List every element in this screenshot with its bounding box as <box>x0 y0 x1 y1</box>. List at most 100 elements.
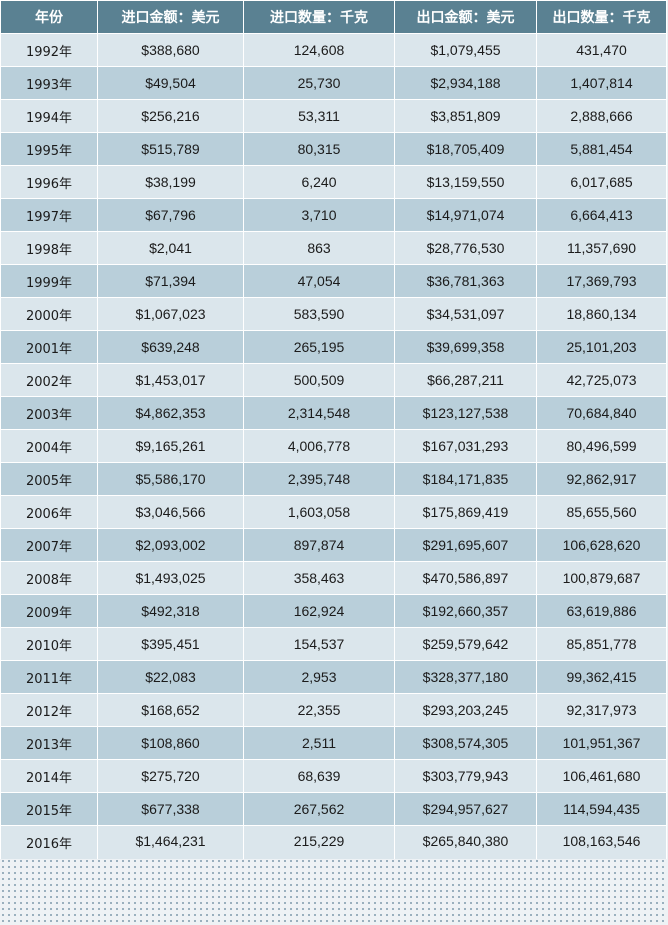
cell-export-value: $293,203,245 <box>394 693 537 727</box>
cell-export-quantity: 42,725,073 <box>536 363 667 397</box>
cell-year: 2003年 <box>0 396 98 430</box>
column-header-export-value: 出口金额：美元 <box>394 0 537 34</box>
cell-import-value: $1,493,025 <box>97 561 244 595</box>
cell-export-value: $66,287,211 <box>394 363 537 397</box>
cell-import-quantity: 2,395,748 <box>243 462 395 496</box>
cell-export-quantity: 101,951,367 <box>536 726 667 760</box>
cell-export-value: $175,869,419 <box>394 495 537 529</box>
cell-import-quantity: 68,639 <box>243 759 395 793</box>
column-header-import-value: 进口金额：美元 <box>97 0 244 34</box>
cell-export-quantity: 17,369,793 <box>536 264 667 298</box>
cell-export-value: $2,934,188 <box>394 66 537 100</box>
table-row: 2016年 $1,464,231 215,229 $265,840,380 108,16… <box>0 825 667 859</box>
cell-export-value: $28,776,530 <box>394 231 537 265</box>
cell-year: 2013年 <box>0 726 98 760</box>
cell-year: 1998年 <box>0 231 98 265</box>
cell-year: 1997年 <box>0 198 98 232</box>
cell-import-quantity: 2,953 <box>243 660 395 694</box>
table-row: 2005年 $5,586,170 2,395,748 $184,171,835 92,8… <box>0 462 667 496</box>
cell-import-quantity: 863 <box>243 231 395 265</box>
cell-year: 2010年 <box>0 627 98 661</box>
cell-year: 2012年 <box>0 693 98 727</box>
cell-import-value: $71,394 <box>97 264 244 298</box>
cell-export-quantity: 80,496,599 <box>536 429 667 463</box>
cell-export-quantity: 70,684,840 <box>536 396 667 430</box>
cell-export-value: $192,660,357 <box>394 594 537 628</box>
cell-import-value: $4,862,353 <box>97 396 244 430</box>
table-row: 1996年 $38,199 6,240 $13,159,550 6,017,685 <box>0 165 667 199</box>
cell-export-quantity: 108,163,546 <box>536 825 667 859</box>
table-row: 2007年 $2,093,002 897,874 $291,695,607 106,62… <box>0 528 667 562</box>
column-header-import-quantity: 进口数量：千克 <box>243 0 395 34</box>
cell-year: 2004年 <box>0 429 98 463</box>
table-row: 2002年 $1,453,017 500,509 $66,287,211 42,725,… <box>0 363 667 397</box>
cell-import-quantity: 4,006,778 <box>243 429 395 463</box>
cell-export-quantity: 6,017,685 <box>536 165 667 199</box>
cell-export-value: $265,840,380 <box>394 825 537 859</box>
cell-import-value: $275,720 <box>97 759 244 793</box>
cell-import-quantity: 500,509 <box>243 363 395 397</box>
cell-import-value: $395,451 <box>97 627 244 661</box>
cell-export-quantity: 6,664,413 <box>536 198 667 232</box>
cell-export-quantity: 85,655,560 <box>536 495 667 529</box>
cell-export-value: $470,586,897 <box>394 561 537 595</box>
table-row: 1993年 $49,504 25,730 $2,934,188 1,407,814 <box>0 66 667 100</box>
cell-import-value: $639,248 <box>97 330 244 364</box>
cell-export-quantity: 99,362,415 <box>536 660 667 694</box>
cell-export-quantity: 18,860,134 <box>536 297 667 331</box>
cell-import-value: $2,093,002 <box>97 528 244 562</box>
cell-import-quantity: 80,315 <box>243 132 395 166</box>
cell-year: 2009年 <box>0 594 98 628</box>
cell-export-value: $123,127,538 <box>394 396 537 430</box>
cell-export-value: $36,781,363 <box>394 264 537 298</box>
cell-import-quantity: 358,463 <box>243 561 395 595</box>
table-row: 2013年 $108,860 2,511 $308,574,305 101,951,36… <box>0 726 667 760</box>
cell-year: 2006年 <box>0 495 98 529</box>
cell-export-value: $1,079,455 <box>394 33 537 67</box>
cell-export-quantity: 100,879,687 <box>536 561 667 595</box>
header-row: 年份 进口金额：美元 进口数量：千克 出口金额：美元 出口数量：千克 <box>0 0 667 34</box>
cell-export-value: $184,171,835 <box>394 462 537 496</box>
cell-import-value: $1,067,023 <box>97 297 244 331</box>
cell-import-value: $677,338 <box>97 792 244 826</box>
cell-export-quantity: 106,461,680 <box>536 759 667 793</box>
cell-export-value: $303,779,943 <box>394 759 537 793</box>
cell-export-value: $14,971,074 <box>394 198 537 232</box>
cell-import-quantity: 154,537 <box>243 627 395 661</box>
cell-export-value: $294,957,627 <box>394 792 537 826</box>
cell-export-quantity: 63,619,886 <box>536 594 667 628</box>
cell-import-value: $5,586,170 <box>97 462 244 496</box>
cell-import-quantity: 2,511 <box>243 726 395 760</box>
table-row: 2015年 $677,338 267,562 $294,957,627 114,594,… <box>0 792 667 826</box>
table-row: 1995年 $515,789 80,315 $18,705,409 5,881,454 <box>0 132 667 166</box>
table-row: 2001年 $639,248 265,195 $39,699,358 25,101,20… <box>0 330 667 364</box>
cell-year: 2000年 <box>0 297 98 331</box>
cell-export-value: $3,851,809 <box>394 99 537 133</box>
cell-import-quantity: 583,590 <box>243 297 395 331</box>
cell-import-quantity: 2,314,548 <box>243 396 395 430</box>
table-row: 1992年 $388,680 124,608 $1,079,455 431,470 <box>0 33 667 67</box>
cell-import-value: $38,199 <box>97 165 244 199</box>
cell-year: 1996年 <box>0 165 98 199</box>
cell-import-value: $49,504 <box>97 66 244 100</box>
cell-import-quantity: 897,874 <box>243 528 395 562</box>
cell-import-value: $3,046,566 <box>97 495 244 529</box>
cell-import-quantity: 267,562 <box>243 792 395 826</box>
cell-import-quantity: 162,924 <box>243 594 395 628</box>
cell-import-quantity: 3,710 <box>243 198 395 232</box>
cell-import-value: $108,860 <box>97 726 244 760</box>
cell-year: 2005年 <box>0 462 98 496</box>
table-row: 1997年 $67,796 3,710 $14,971,074 6,664,413 <box>0 198 667 232</box>
cell-export-value: $308,574,305 <box>394 726 537 760</box>
trade-data-table: 年份 进口金额：美元 进口数量：千克 出口金额：美元 出口数量：千克 1992年… <box>0 0 667 859</box>
cell-year: 1995年 <box>0 132 98 166</box>
cell-export-quantity: 92,862,917 <box>536 462 667 496</box>
cell-export-quantity: 106,628,620 <box>536 528 667 562</box>
table-row: 2004年 $9,165,261 4,006,778 $167,031,293 80,4… <box>0 429 667 463</box>
cell-year: 2002年 <box>0 363 98 397</box>
cell-year: 1999年 <box>0 264 98 298</box>
cell-import-value: $388,680 <box>97 33 244 67</box>
column-header-export-quantity: 出口数量：千克 <box>536 0 667 34</box>
cell-year: 2016年 <box>0 825 98 859</box>
cell-export-quantity: 25,101,203 <box>536 330 667 364</box>
